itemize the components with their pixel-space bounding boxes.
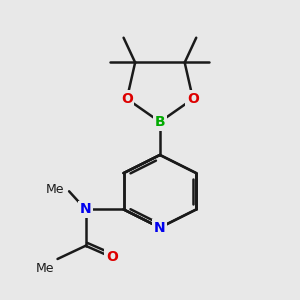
Text: B: B xyxy=(154,115,165,129)
Text: O: O xyxy=(106,250,118,264)
Text: Me: Me xyxy=(36,262,54,275)
Text: N: N xyxy=(154,220,166,235)
Text: Me: Me xyxy=(46,183,64,196)
Text: O: O xyxy=(187,92,199,106)
Text: N: N xyxy=(80,202,92,216)
Text: O: O xyxy=(121,92,133,106)
